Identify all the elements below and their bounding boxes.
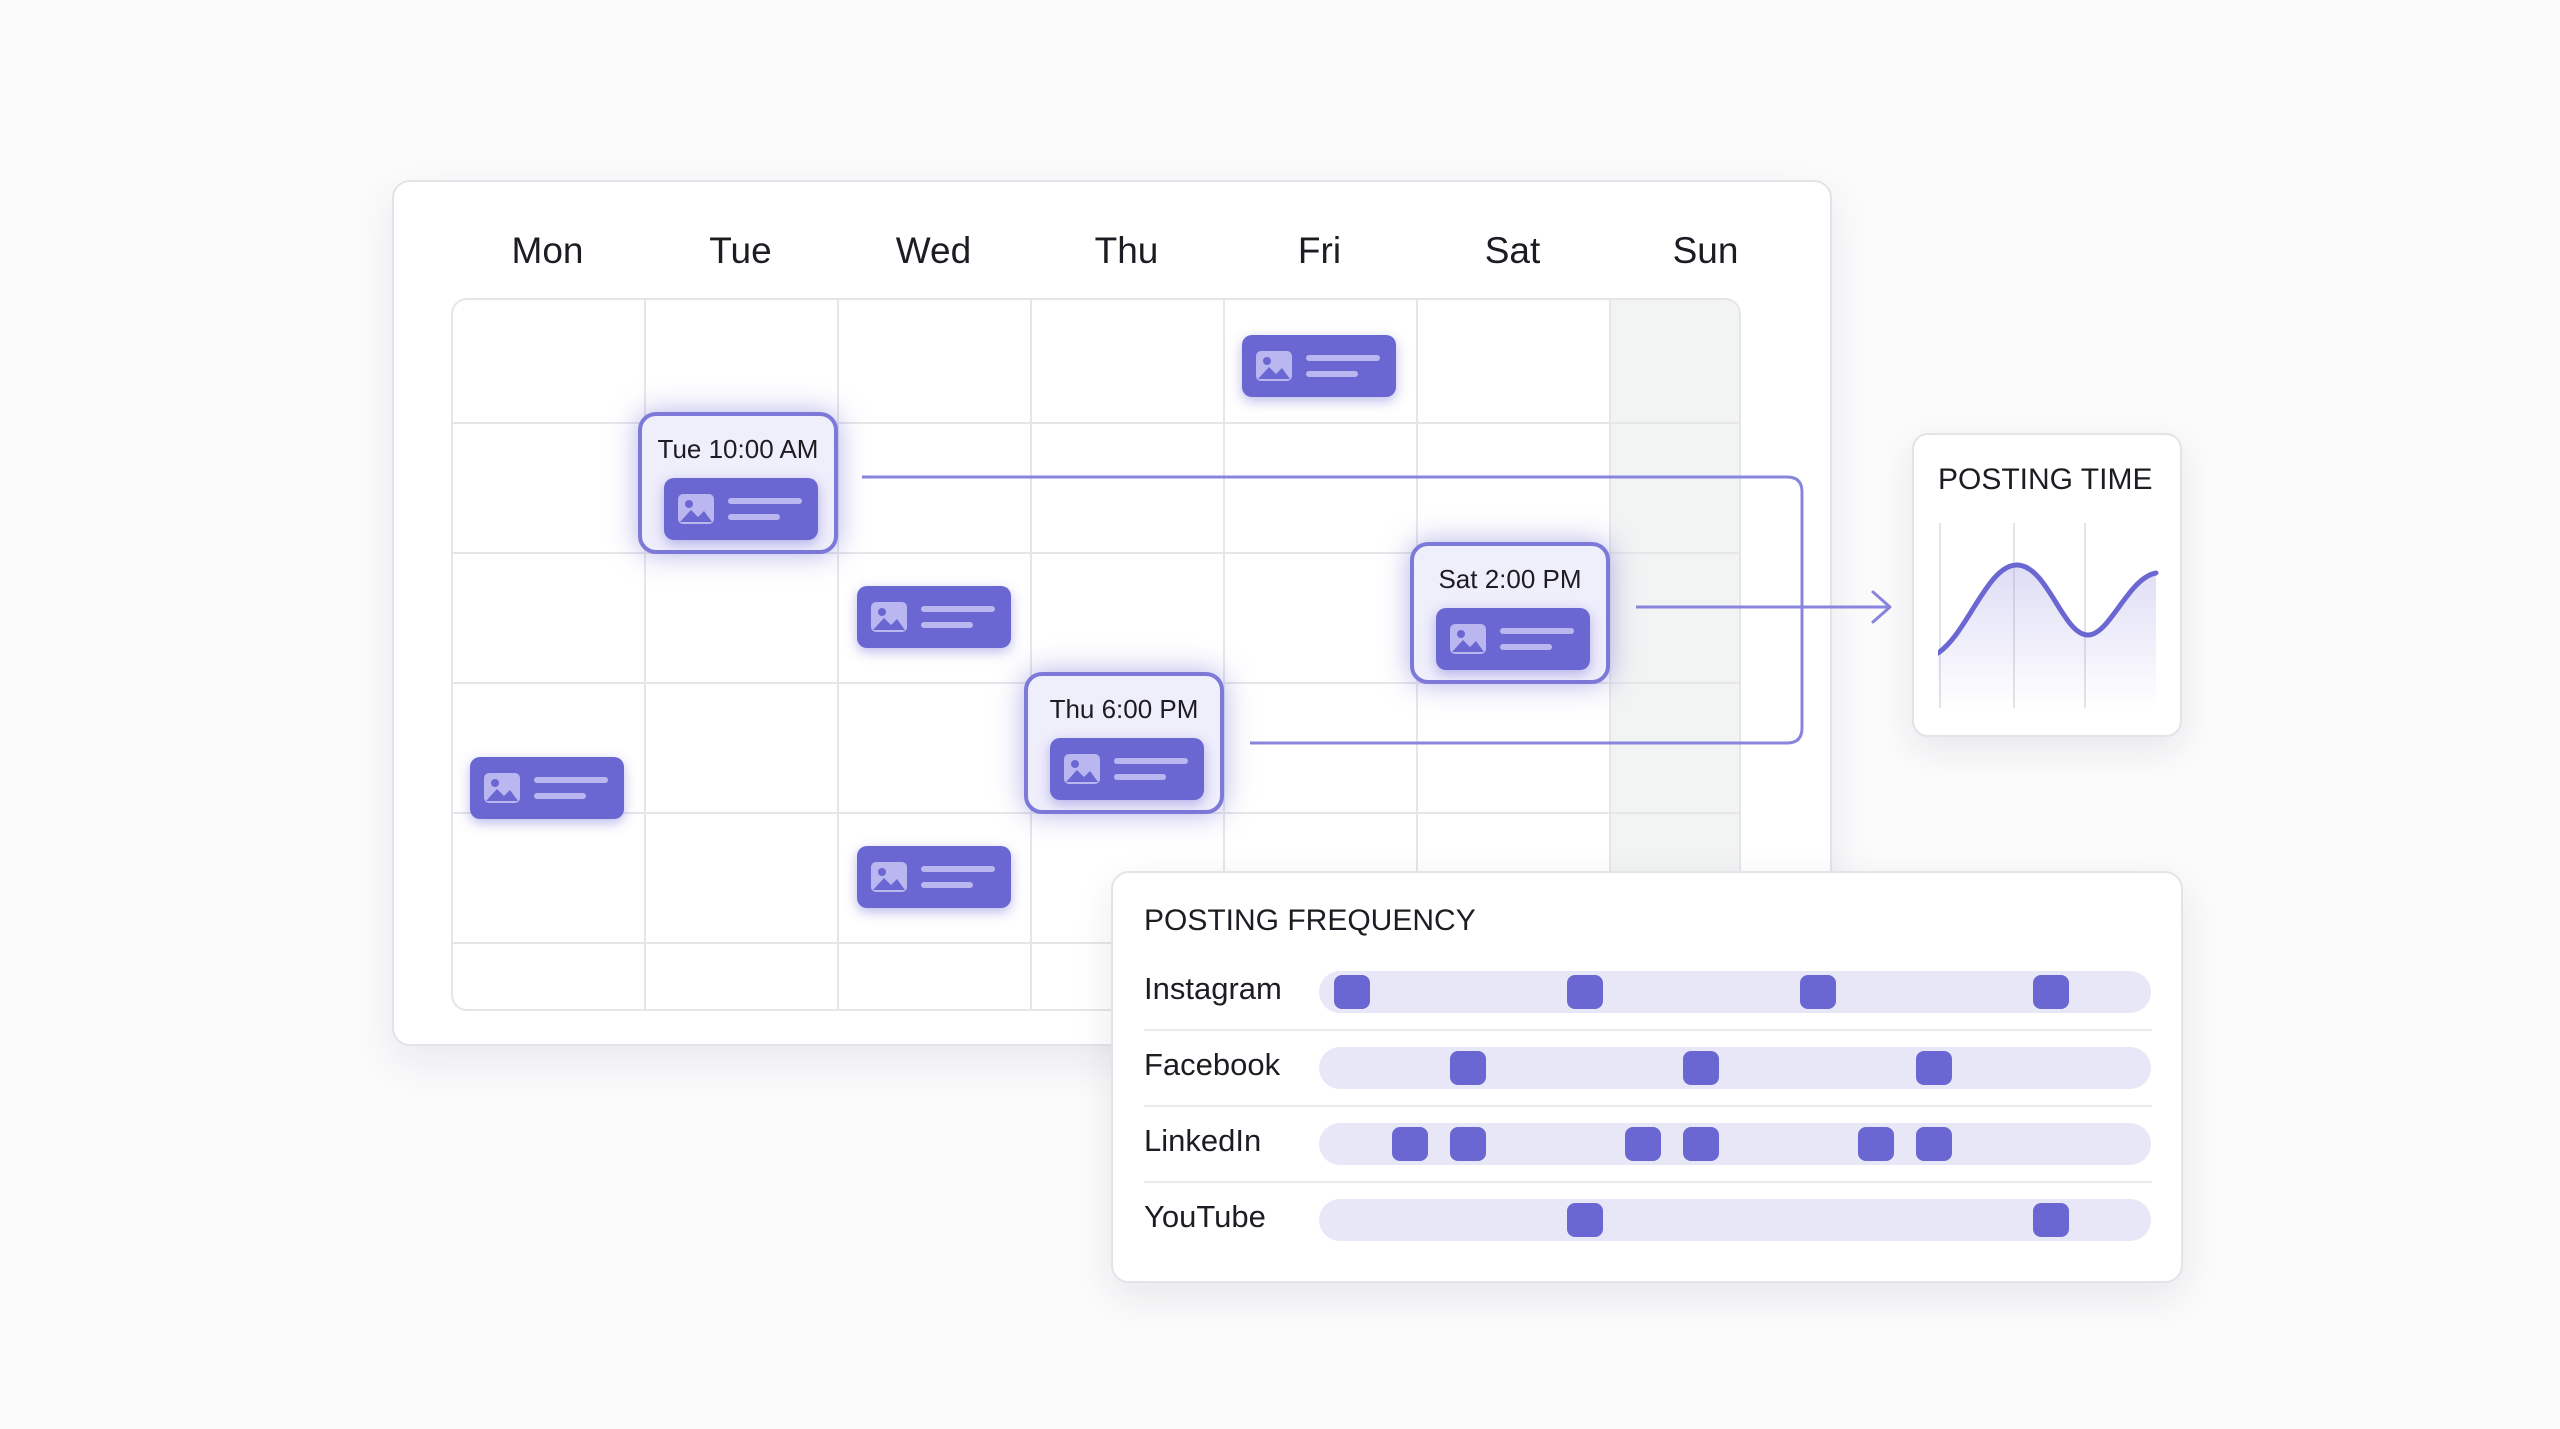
post-frequency-dot [1567,975,1603,1009]
frequency-track [1319,971,2151,1013]
chip-text-line [921,606,995,612]
chip-text-line [1500,644,1552,650]
frequency-row-linkedin: LinkedIn [1144,1105,2152,1183]
post-frequency-dot [1450,1051,1486,1085]
scheduled-time-callout-thu[interactable]: Thu 6:00 PM [1024,672,1224,814]
image-icon [1256,351,1292,381]
day-header-wed: Wed [895,230,972,271]
grid-divider [453,422,1739,424]
image-icon [1064,754,1100,784]
grid-divider [453,942,1739,944]
chip-text-line [1500,628,1574,634]
scheduled-time-callout-tue[interactable]: Tue 10:00 AM [638,412,838,554]
day-header-sat: Sat [1484,230,1541,271]
posting-time-title: POSTING TIME [1938,463,2153,496]
posting-time-card: POSTING TIME [1912,433,2182,737]
scheduled-post-chip[interactable] [857,586,1011,648]
chip-text-line [728,498,802,504]
platform-label: LinkedIn [1144,1123,1262,1158]
posting-time-curve-chart [1938,523,2159,708]
frequency-track [1319,1047,2151,1089]
chip-text-line [921,622,973,628]
post-frequency-dot [1567,1203,1603,1237]
chip-text-line [728,514,780,520]
grid-divider [1030,300,1032,1009]
scheduled-time-label: Sat 2:00 PM [1438,564,1582,594]
frequency-row-youtube: YouTube [1144,1181,2152,1257]
image-icon [678,494,714,524]
posting-frequency-title: POSTING FREQUENCY [1144,904,1476,937]
image-icon [1450,624,1486,654]
frequency-row-facebook: Facebook [1144,1029,2152,1107]
post-frequency-dot [1450,1127,1486,1161]
platform-label: Instagram [1144,971,1282,1006]
arrow-head-icon [1871,590,1892,624]
post-frequency-dot [1683,1051,1719,1085]
scheduled-post-chip[interactable] [857,846,1011,908]
frequency-track [1319,1123,2151,1165]
posting-frequency-card: POSTING FREQUENCY Instagram Facebook Lin… [1111,871,2183,1283]
chip-text-line [534,793,586,799]
day-header-sun: Sun [1672,230,1739,271]
scheduled-time-label: Tue 10:00 AM [657,434,819,464]
day-header-fri: Fri [1297,230,1342,271]
curve-area [1938,564,2156,708]
platform-label: YouTube [1144,1199,1266,1234]
image-icon [484,773,520,803]
chip-text-line [921,882,973,888]
day-header-mon: Mon [511,230,584,271]
post-frequency-dot [1916,1051,1952,1085]
scheduled-post-chip[interactable] [1050,738,1204,800]
day-header-thu: Thu [1094,230,1159,271]
frequency-track [1319,1199,2151,1241]
chip-text-line [1114,758,1188,764]
scheduled-post-chip[interactable] [1242,335,1396,397]
image-icon [871,602,907,632]
post-frequency-dot [1334,975,1370,1009]
post-frequency-dot [1683,1127,1719,1161]
chip-text-line [1306,371,1358,377]
scheduled-time-callout-sat[interactable]: Sat 2:00 PM [1410,542,1610,684]
day-header-tue: Tue [709,230,772,271]
chip-text-line [534,777,608,783]
scheduled-post-chip[interactable] [470,757,624,819]
chip-text-line [1306,355,1380,361]
post-frequency-dot [1625,1127,1661,1161]
post-frequency-dot [2033,1203,2069,1237]
post-frequency-dot [1916,1127,1952,1161]
scheduled-post-chip[interactable] [664,478,818,540]
frequency-row-instagram: Instagram [1144,953,2152,1031]
chip-text-line [921,866,995,872]
scheduled-time-label: Thu 6:00 PM [1049,694,1199,724]
post-frequency-dot [1858,1127,1894,1161]
image-icon [871,862,907,892]
scheduled-post-chip[interactable] [1436,608,1590,670]
platform-label: Facebook [1144,1047,1281,1082]
grid-divider [837,300,839,1009]
post-frequency-dot [1392,1127,1428,1161]
post-frequency-dot [1800,975,1836,1009]
grid-divider [644,300,646,1009]
post-frequency-dot [2033,975,2069,1009]
chip-text-line [1114,774,1166,780]
curve-line [1938,562,2159,656]
